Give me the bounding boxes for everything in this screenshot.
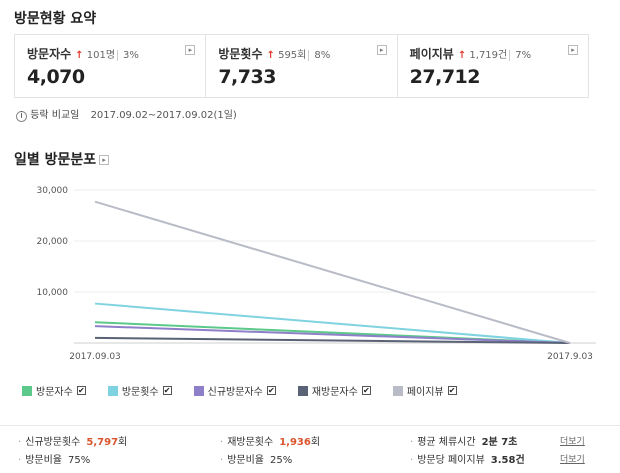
card-value: 27,712 — [409, 66, 481, 88]
card-pageviews: 페이지뷰 ↑ 1,719건 7% 27,712 ▸ — [398, 35, 588, 97]
card-pct: 3% — [117, 50, 139, 61]
series-line — [94, 336, 571, 344]
stat-return-ratio: · 방문비율 25% — [220, 455, 293, 466]
card-delta: ↑ 1,719건 — [457, 50, 508, 61]
x-tick-label: 2017.09.03 — [69, 352, 121, 362]
legend-checkbox[interactable]: ✔ — [361, 386, 371, 395]
chart-title: 일별 방문분포 ▸ — [14, 149, 110, 169]
series-line — [94, 302, 571, 344]
y-tick-label: 20,000 — [37, 237, 69, 247]
stat-new-ratio: · 방문비율 75% — [18, 455, 91, 466]
chart-legend: 방문자수 ✔ 방문횟수 ✔ 신규방문자수 ✔ 재방문자수 ✔ 페이지뷰 ✔ — [22, 383, 479, 398]
line-chart: 30,000 20,000 10,000 2017.09.03 2017.9.03 — [37, 186, 596, 362]
card-detail-button[interactable]: ▸ — [185, 45, 196, 55]
card-visitors: 방문자수 ↑ 101명 3% 4,070 ▸ — [15, 35, 207, 97]
card-label: 방문자수 — [27, 47, 72, 61]
summary-title: 방문현황 요약 — [14, 11, 97, 27]
chart-expand-button[interactable]: ▸ — [99, 155, 110, 165]
card-delta: ↑ 101명 — [75, 50, 116, 61]
info-icon: i — [16, 111, 27, 122]
legend-checkbox[interactable]: ✔ — [447, 386, 457, 395]
legend-checkbox[interactable]: ✔ — [76, 386, 86, 395]
series-line — [94, 325, 571, 344]
compare-period: i 등락 비교일 2017.09.02~2017.09.02(1일) — [16, 106, 237, 122]
legend-item[interactable]: 방문자수 ✔ — [22, 383, 86, 398]
more-link[interactable]: 더보기 — [560, 455, 585, 465]
up-arrow-icon: ↑ — [266, 50, 275, 61]
card-pct: 7% — [509, 50, 532, 61]
card-value: 4,070 — [27, 66, 85, 88]
x-tick-label: 2017.9.03 — [547, 352, 593, 362]
legend-checkbox[interactable]: ✔ — [266, 386, 276, 395]
card-delta: ↑ 595회 — [266, 50, 307, 61]
card-value: 7,733 — [218, 66, 276, 88]
divider — [0, 425, 620, 426]
card-label: 방문횟수 — [218, 47, 263, 61]
card-detail-button[interactable]: ▸ — [567, 45, 578, 55]
stat-return-visits: · 재방문횟수 1,936회 — [220, 437, 321, 448]
stat-avg-duration: · 평균 체류시간 2분 7초 — [410, 437, 518, 448]
compare-label: 등락 비교일 — [30, 110, 80, 121]
stat-new-visits: · 신규방문횟수 5,797회 — [18, 437, 128, 448]
stat-pages-per-visit: · 방문당 페이지뷰 3.58건 — [410, 455, 525, 466]
legend-item[interactable]: 재방문자수 ✔ — [297, 383, 371, 398]
legend-swatch — [297, 385, 308, 396]
up-arrow-icon: ↑ — [457, 50, 467, 61]
compare-dates: 2017.09.02~2017.09.02(1일) — [90, 110, 237, 121]
legend-swatch — [392, 385, 403, 396]
legend-item[interactable]: 방문횟수 ✔ — [107, 383, 172, 398]
legend-checkbox[interactable]: ✔ — [162, 386, 172, 395]
card-visits: 방문횟수 ↑ 595회 8% 7,733 ▸ — [206, 35, 398, 97]
summary-cards: 방문자수 ↑ 101명 3% 4,070 ▸ 방문횟수 ↑ 595회 8% 7,733 … — [14, 34, 589, 98]
card-pct: 8% — [308, 50, 331, 61]
card-detail-button[interactable]: ▸ — [376, 45, 387, 55]
legend-swatch — [193, 385, 204, 396]
more-link[interactable]: 더보기 — [560, 437, 585, 447]
legend-swatch — [107, 385, 118, 396]
up-arrow-icon: ↑ — [75, 50, 84, 61]
legend-swatch — [22, 385, 32, 396]
y-tick-label: 10,000 — [37, 288, 69, 298]
legend-item[interactable]: 페이지뷰 ✔ — [392, 383, 457, 398]
card-label: 페이지뷰 — [409, 47, 454, 61]
series-line — [94, 200, 571, 344]
y-tick-label: 30,000 — [37, 186, 69, 196]
legend-item[interactable]: 신규방문자수 ✔ — [193, 383, 276, 398]
